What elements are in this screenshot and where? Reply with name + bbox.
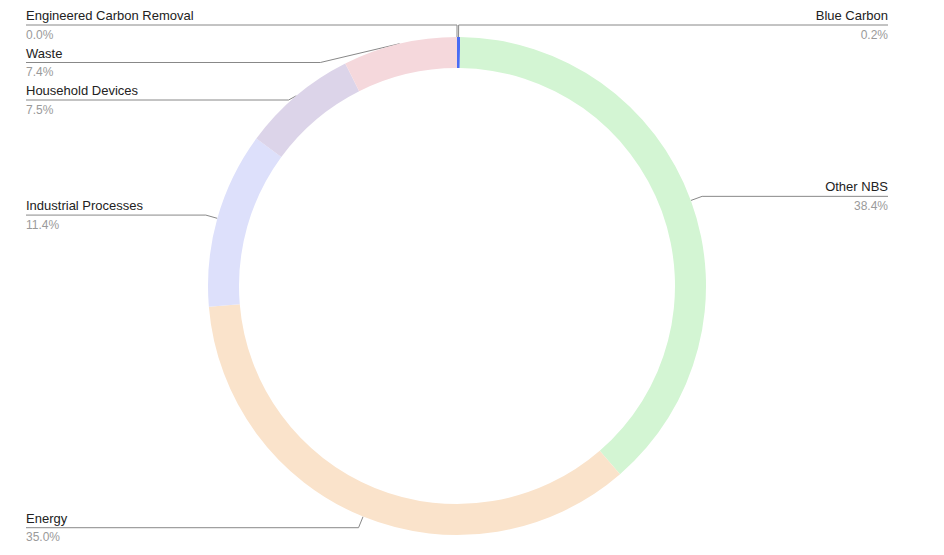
svg-text:Waste: Waste (26, 46, 62, 61)
svg-text:38.4%: 38.4% (854, 199, 888, 213)
svg-text:7.5%: 7.5% (26, 103, 54, 117)
svg-text:Energy: Energy (26, 511, 68, 526)
svg-text:Other NBS: Other NBS (825, 179, 888, 194)
svg-text:0.2%: 0.2% (861, 28, 889, 42)
svg-text:Engineered Carbon Removal: Engineered Carbon Removal (26, 8, 194, 23)
svg-text:11.4%: 11.4% (26, 218, 59, 232)
svg-text:0.0%: 0.0% (26, 28, 54, 42)
svg-text:7.4%: 7.4% (26, 65, 54, 79)
svg-text:Blue Carbon: Blue Carbon (816, 8, 888, 23)
svg-text:35.0%: 35.0% (26, 530, 60, 544)
svg-text:Household Devices: Household Devices (26, 83, 139, 98)
svg-text:Industrial Processes: Industrial Processes (26, 198, 144, 213)
